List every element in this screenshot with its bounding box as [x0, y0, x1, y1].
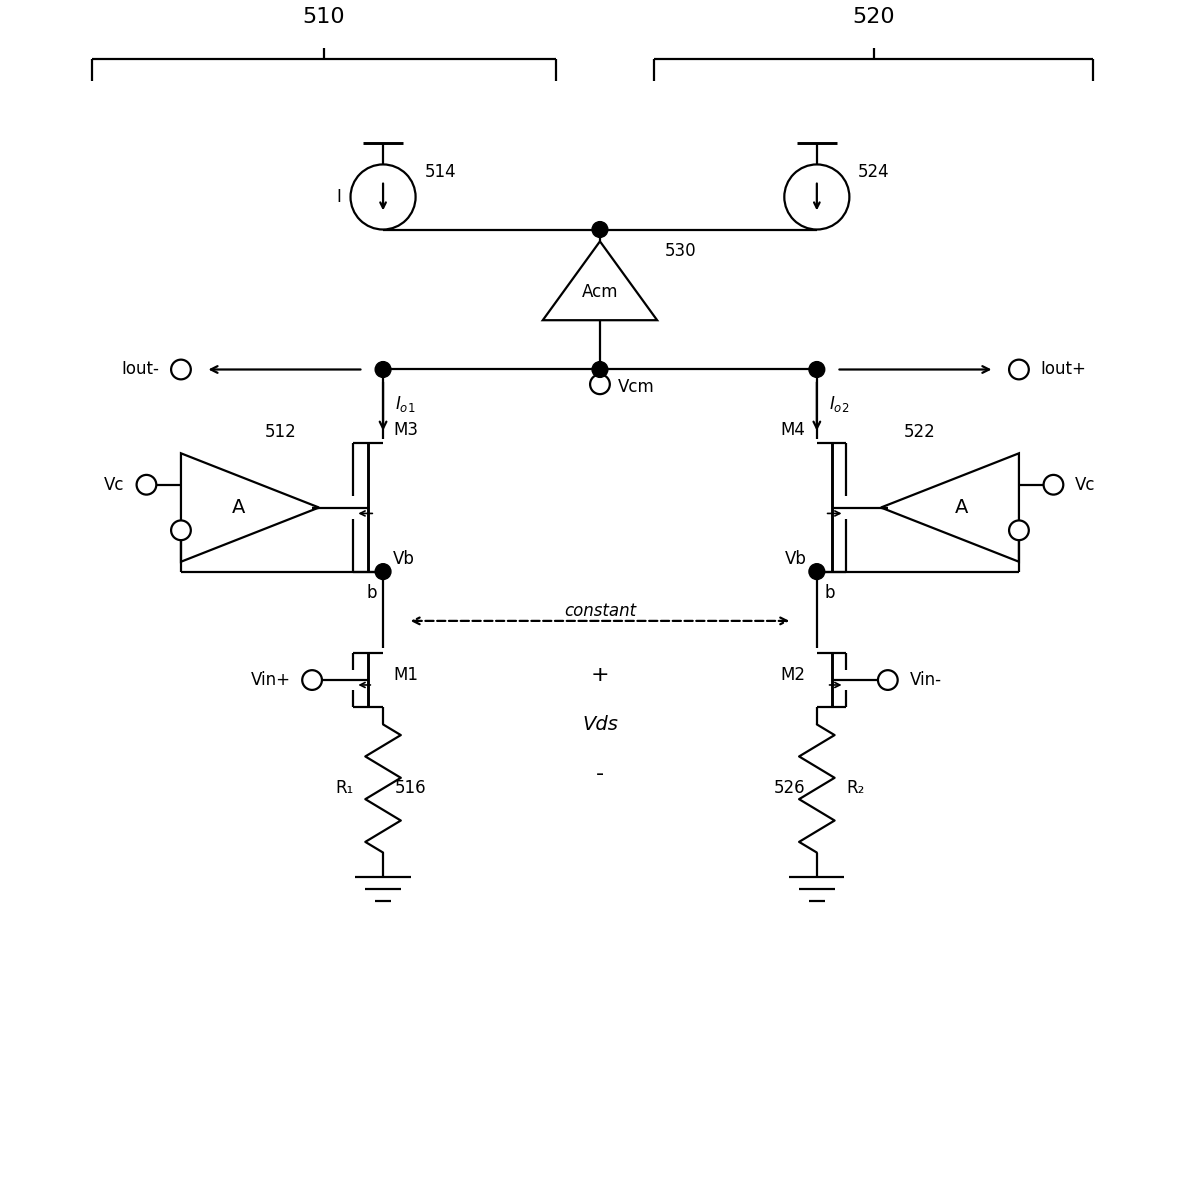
Text: Vin+: Vin+	[251, 671, 290, 688]
Text: A: A	[231, 499, 245, 518]
Text: 524: 524	[858, 164, 890, 182]
Text: 514: 514	[425, 164, 456, 182]
Text: Vds: Vds	[582, 715, 618, 734]
Circle shape	[136, 475, 156, 495]
Text: 520: 520	[852, 7, 895, 27]
Circle shape	[351, 165, 415, 229]
Text: -: -	[595, 763, 604, 783]
Text: A: A	[956, 499, 969, 518]
Circle shape	[809, 362, 824, 377]
Text: R₂: R₂	[846, 780, 865, 798]
Text: 526: 526	[773, 780, 805, 798]
Text: Vb: Vb	[392, 550, 415, 567]
Circle shape	[375, 362, 391, 377]
Text: 530: 530	[665, 242, 697, 260]
Text: $I_{o2}$: $I_{o2}$	[829, 394, 849, 414]
Text: constant: constant	[564, 602, 636, 620]
Circle shape	[375, 564, 391, 579]
Text: Vc: Vc	[1075, 476, 1095, 494]
Text: Vcm: Vcm	[618, 379, 655, 396]
Text: Iout-: Iout-	[122, 361, 160, 379]
Text: M4: M4	[780, 420, 805, 438]
Text: 516: 516	[395, 780, 427, 798]
Text: M1: M1	[392, 666, 418, 684]
Text: M2: M2	[780, 666, 805, 684]
Text: 510: 510	[303, 7, 345, 27]
Text: Iout+: Iout+	[1040, 361, 1087, 379]
Circle shape	[1044, 475, 1063, 495]
Circle shape	[591, 374, 610, 394]
Circle shape	[878, 671, 897, 690]
Circle shape	[171, 360, 191, 380]
Circle shape	[1009, 520, 1028, 540]
Text: 512: 512	[265, 424, 297, 442]
Text: Vin-: Vin-	[909, 671, 941, 688]
Text: Vb: Vb	[785, 550, 806, 567]
Text: +: +	[591, 665, 610, 685]
Circle shape	[592, 222, 608, 237]
Text: R₁: R₁	[335, 780, 353, 798]
Text: $I_{o1}$: $I_{o1}$	[395, 394, 415, 414]
Text: 522: 522	[903, 424, 935, 442]
Text: Vc: Vc	[104, 476, 125, 494]
Text: b: b	[366, 584, 377, 602]
Text: Acm: Acm	[582, 284, 618, 301]
Circle shape	[171, 520, 191, 540]
Text: b: b	[824, 584, 835, 602]
Text: M3: M3	[392, 420, 418, 438]
Circle shape	[592, 362, 608, 377]
Circle shape	[784, 165, 849, 229]
Text: I: I	[336, 188, 341, 207]
Circle shape	[1009, 360, 1028, 380]
Circle shape	[809, 564, 824, 579]
Circle shape	[302, 671, 322, 690]
